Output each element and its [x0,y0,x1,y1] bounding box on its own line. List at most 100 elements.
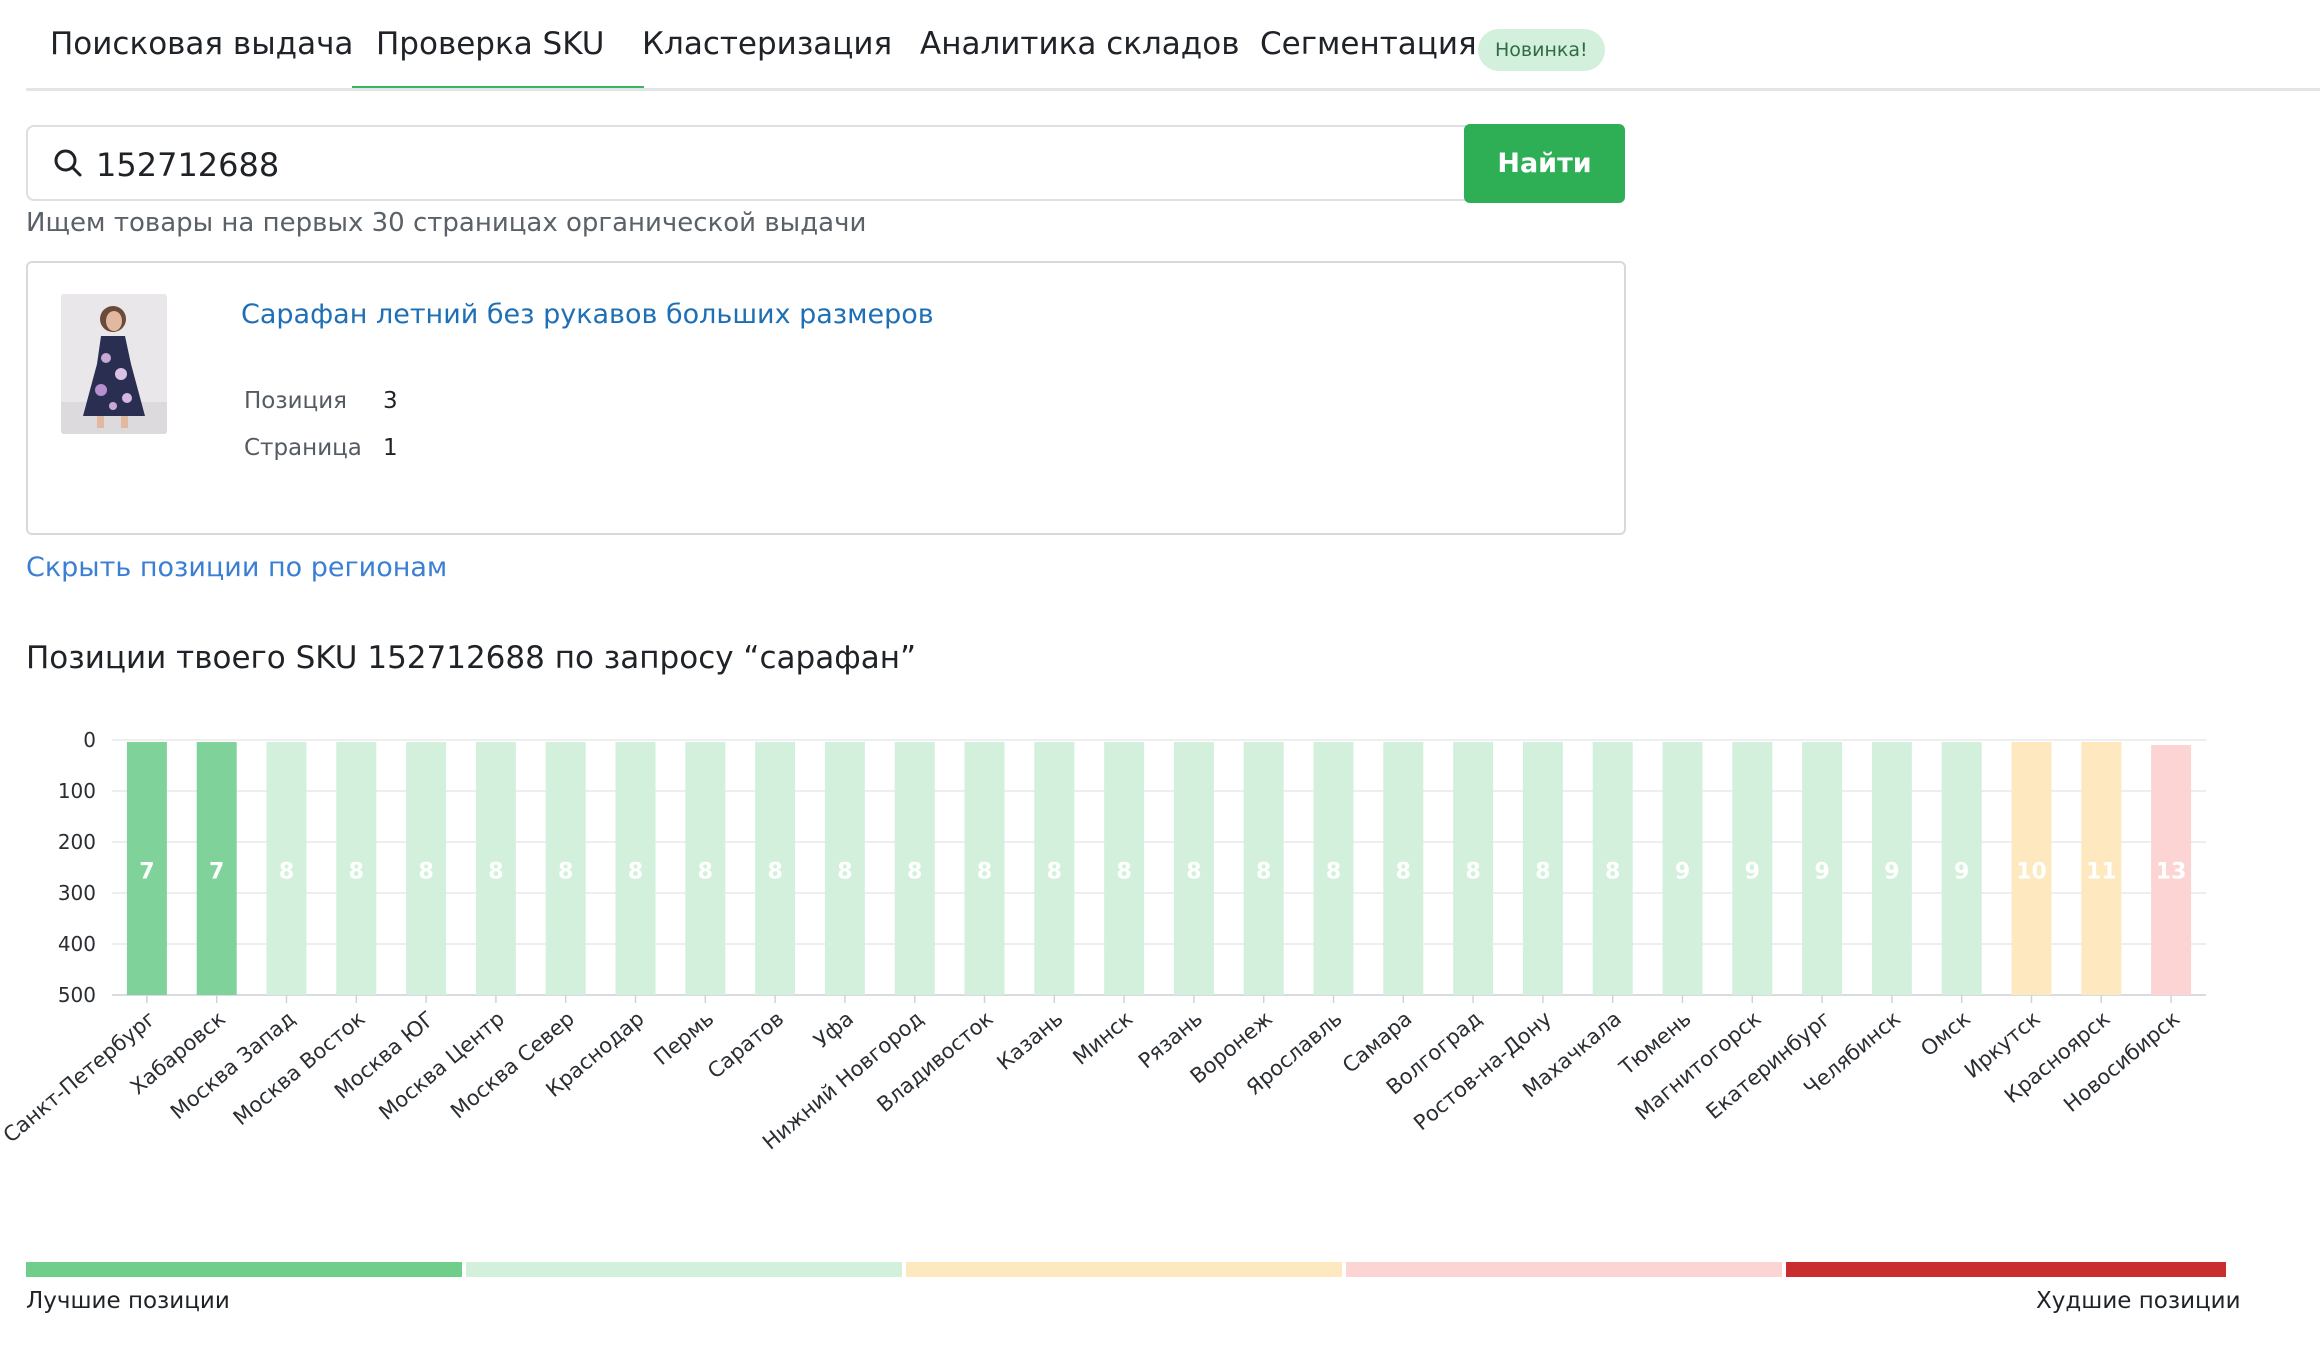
tab-sku-check[interactable]: Проверка SKU [376,26,605,62]
bar [1802,742,1843,995]
scale-segment-good [466,1262,902,1277]
bar-value-label: 10 [2016,860,2047,885]
product-card: Сарафан летний без рукавов больших разме… [26,261,1626,535]
find-button[interactable]: Найти [1464,124,1625,203]
bar [615,742,656,995]
bar-value-label: 8 [1396,860,1411,885]
x-category-label: Екатеринбург [1702,1006,1836,1124]
y-tick-label: 0 [83,728,96,752]
bar-value-label: 8 [1116,860,1131,885]
x-category-label: Москва Центр [374,1006,509,1124]
bar-value-label: 8 [1186,860,1201,885]
bar-value-label: 8 [558,860,573,885]
y-tick-label: 200 [58,830,96,854]
positions-chart: 01002003004005007Санкт-Петербург7Хабаров… [0,728,2206,1154]
scale-segment-best [26,1262,462,1277]
page-value: 1 [383,435,398,461]
tab-warehouse-analytics[interactable]: Аналитика складов [920,26,1240,62]
bar [1104,742,1145,995]
search-box [26,125,1466,201]
bar-value-label: 8 [1605,860,1620,885]
tab-search-results[interactable]: Поисковая выдача [50,26,354,62]
bar [2011,742,2052,995]
bar [685,742,726,995]
bar [1522,742,1563,995]
y-tick-label: 300 [58,881,96,905]
bar [1592,742,1633,995]
position-label: Позиция [244,388,347,414]
bar [126,742,167,995]
bar [545,742,586,995]
worst-positions-label: Худшие позиции [2036,1288,2241,1314]
bar [1453,742,1494,995]
bar [1871,742,1912,995]
bar-value-label: 8 [1047,860,1062,885]
bar-value-label: 8 [279,860,294,885]
new-badge: Новинка! [1478,29,1605,71]
product-title-link[interactable]: Сарафан летний без рукавов больших разме… [241,299,934,330]
bar [266,742,307,995]
bar [894,742,935,995]
chart-title: Позиции твоего SKU 152712688 по запросу … [26,640,917,676]
y-tick-label: 100 [58,779,96,803]
bar-value-label: 9 [1954,860,1969,885]
x-category-label: Омск [1916,1006,1975,1061]
bar [1173,742,1214,995]
bar [2151,745,2192,995]
bar [336,742,377,995]
bar [2081,742,2122,995]
x-category-label: Магнитогорск [1631,1006,1766,1125]
tab-clustering[interactable]: Кластеризация [642,26,893,62]
bar [824,742,865,995]
x-category-label: Уфа [809,1006,858,1052]
bar-value-label: 9 [1675,860,1690,885]
bar-value-label: 9 [1745,860,1760,885]
scale-segment-worst [1786,1262,2226,1277]
bar-value-label: 7 [209,860,224,885]
hide-regions-link[interactable]: Скрыть позиции по регионам [26,552,448,583]
y-tick-label: 500 [58,983,96,1007]
bar-value-label: 8 [1535,860,1550,885]
bar-value-label: 8 [977,860,992,885]
sku-search-input[interactable] [94,139,1438,191]
bar-value-label: 8 [837,860,852,885]
x-category-label: Минск [1068,1006,1137,1069]
bar-value-label: 8 [488,860,503,885]
bar [964,742,1005,995]
best-positions-label: Лучшие позиции [26,1288,230,1314]
position-value: 3 [383,388,398,414]
bar-value-label: 8 [1326,860,1341,885]
bar [755,742,796,995]
bar [1243,742,1284,995]
bar-value-label: 8 [628,860,643,885]
bar [475,742,516,995]
x-category-label: Казань [992,1006,1067,1074]
bar-value-label: 8 [698,860,713,885]
tabs-divider [26,88,2320,91]
search-icon [54,149,82,177]
x-category-label: Саратов [703,1006,788,1083]
search-hint: Ищем товары на первых 30 страницах орган… [26,208,867,238]
x-category-label: Москва Запад [166,1006,300,1124]
bar-value-label: 13 [2156,860,2187,885]
bar-value-label: 9 [1884,860,1899,885]
x-category-label: Москва Север [446,1006,579,1123]
bar-value-label: 8 [1465,860,1480,885]
bar-value-label: 9 [1814,860,1829,885]
bar [1732,742,1773,995]
bar-value-label: 8 [907,860,922,885]
bar-value-label: 11 [2086,860,2117,885]
bar-value-label: 8 [349,860,364,885]
bar [1941,742,1982,995]
tab-bar: Поисковая выдача Проверка SKU Кластериза… [26,0,2320,91]
scale-segment-medium [906,1262,1342,1277]
bar-value-label: 8 [418,860,433,885]
bar [1383,742,1424,995]
scale-segment-poor [1346,1262,1782,1277]
bar-value-label: 8 [1256,860,1271,885]
bar-value-label: 8 [767,860,782,885]
tab-segmentation[interactable]: Сегментация [1260,26,1477,62]
bar [1662,742,1703,995]
product-image[interactable] [61,294,167,434]
bar [406,742,447,995]
